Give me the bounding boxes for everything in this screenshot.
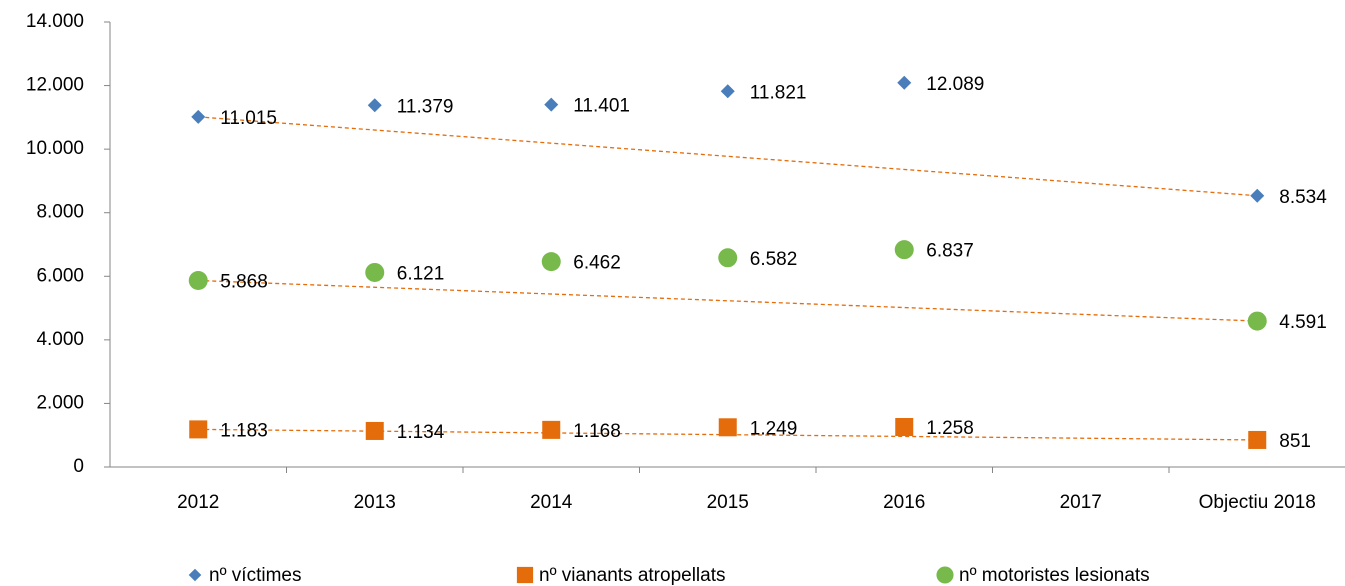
- marker: [1247, 311, 1267, 331]
- data-label: 11.015: [220, 108, 277, 129]
- marker: [365, 421, 384, 440]
- y-tick-label: 4.000: [36, 329, 84, 350]
- marker: [367, 98, 382, 113]
- marker: [542, 420, 561, 439]
- marker: [894, 240, 914, 260]
- data-label: 5.868: [220, 271, 268, 292]
- marker: [718, 248, 738, 268]
- marker: [541, 252, 561, 272]
- data-label: 8.534: [1279, 187, 1327, 208]
- data-label: 11.379: [397, 96, 454, 117]
- x-tick-label: 2012: [177, 492, 219, 513]
- data-label: 4.591: [1279, 312, 1327, 333]
- legend-label: nº víctimes: [209, 565, 301, 586]
- marker: [720, 84, 735, 99]
- data-label: 6.462: [573, 253, 621, 274]
- marker: [365, 262, 385, 282]
- x-tick-label: Objectiu 2018: [1199, 492, 1316, 513]
- data-label: 1.168: [573, 421, 621, 442]
- data-label: 1.134: [397, 422, 445, 443]
- data-label: 6.582: [750, 249, 798, 270]
- y-tick-label: 10.000: [26, 138, 84, 159]
- data-label: 851: [1279, 431, 1311, 452]
- y-tick-label: 2.000: [36, 392, 84, 413]
- marker: [1250, 188, 1265, 203]
- x-tick-label: 2013: [354, 492, 396, 513]
- x-tick-label: 2017: [1060, 492, 1102, 513]
- y-tick-label: 14.000: [26, 11, 84, 32]
- data-label: 11.821: [750, 82, 807, 103]
- x-tick-label: 2014: [530, 492, 573, 513]
- marker: [897, 75, 912, 90]
- data-label: 6.121: [397, 263, 445, 284]
- marker: [188, 270, 208, 290]
- marker: [1248, 430, 1267, 449]
- y-tick-label: 12.000: [26, 75, 84, 96]
- marker: [544, 97, 559, 112]
- data-label: 11.401: [573, 96, 630, 117]
- data-label: 12.089: [926, 74, 984, 95]
- y-tick-label: 6.000: [36, 265, 84, 286]
- marker: [718, 418, 737, 437]
- x-tick-label: 2015: [707, 492, 749, 513]
- x-tick-label: 2016: [883, 492, 925, 513]
- marker: [936, 566, 954, 584]
- y-tick-label: 8.000: [36, 202, 84, 223]
- legend-label: nº vianants atropellats: [539, 565, 726, 586]
- data-label: 1.183: [220, 420, 268, 441]
- marker: [895, 418, 914, 437]
- y-tick-label: 0: [73, 456, 84, 477]
- legend-label: nº motoristes lesionats: [959, 565, 1150, 586]
- data-label: 1.258: [926, 418, 974, 439]
- data-label: 6.837: [926, 241, 974, 262]
- data-label: 1.249: [750, 418, 798, 439]
- trend-line: [198, 116, 1258, 197]
- trend-line: [198, 279, 1258, 322]
- marker: [188, 568, 202, 582]
- marker: [516, 566, 534, 584]
- marker: [189, 420, 208, 439]
- marker: [191, 109, 206, 124]
